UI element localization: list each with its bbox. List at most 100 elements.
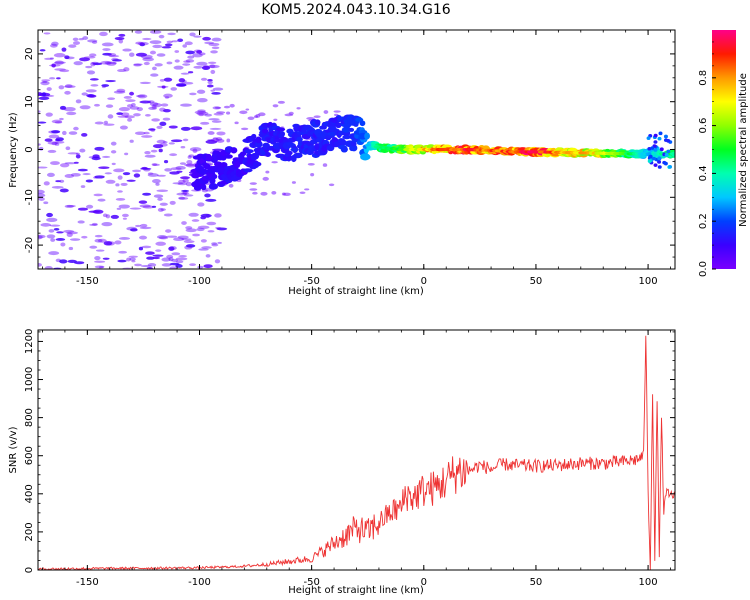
noise-speckle bbox=[152, 144, 164, 149]
noise-speckle bbox=[171, 252, 181, 256]
spectral-blob bbox=[340, 146, 348, 153]
noise-speckle bbox=[38, 235, 43, 240]
noise-speckle bbox=[126, 226, 138, 231]
spectral-blob bbox=[657, 165, 662, 169]
colorbar-tick-label: 0.0 bbox=[698, 261, 709, 277]
noise-speckle bbox=[54, 61, 66, 64]
noise-speckle bbox=[160, 208, 166, 211]
noise-speckle bbox=[159, 143, 168, 147]
spectral-blob bbox=[364, 132, 371, 140]
noise-speckle bbox=[137, 41, 149, 46]
noise-speckle bbox=[123, 96, 132, 99]
noise-speckle bbox=[101, 84, 110, 87]
noise-speckle bbox=[65, 146, 71, 151]
noise-speckle bbox=[85, 65, 93, 69]
noise-speckle bbox=[145, 251, 155, 255]
noise-speckle bbox=[78, 37, 84, 41]
noise-speckle bbox=[210, 69, 216, 74]
noise-speckle bbox=[123, 67, 130, 72]
noise-speckle bbox=[141, 135, 153, 138]
noise-speckle bbox=[152, 178, 161, 184]
noise-speckle bbox=[174, 50, 180, 53]
spectral-blob bbox=[650, 146, 655, 150]
noise-speckle bbox=[140, 167, 152, 170]
noise-speckle bbox=[175, 257, 188, 261]
noise-speckle bbox=[44, 57, 54, 60]
spectral-blob bbox=[341, 126, 351, 133]
noise-speckle bbox=[48, 134, 60, 139]
noise-speckle bbox=[44, 138, 53, 142]
noise-speckle bbox=[147, 172, 154, 175]
noise-speckle bbox=[94, 260, 106, 263]
noise-speckle bbox=[185, 163, 198, 168]
noise-speckle bbox=[105, 214, 110, 219]
noise-speckle bbox=[73, 161, 79, 164]
noise-speckle bbox=[38, 197, 45, 201]
noise-speckle bbox=[323, 110, 329, 114]
noise-speckle bbox=[184, 41, 193, 46]
noise-speckle bbox=[155, 182, 160, 186]
snr-line bbox=[38, 335, 675, 570]
noise-speckle bbox=[86, 94, 95, 98]
noise-speckle bbox=[118, 33, 126, 37]
noise-speckle bbox=[180, 72, 190, 75]
noise-speckle bbox=[192, 148, 198, 153]
noise-speckle bbox=[122, 217, 127, 220]
noise-speckle bbox=[112, 59, 122, 62]
noise-speckle bbox=[179, 162, 186, 165]
noise-speckle bbox=[68, 131, 78, 135]
noise-speckle bbox=[234, 121, 239, 125]
noise-speckle bbox=[239, 110, 248, 115]
noise-speckle bbox=[152, 254, 164, 257]
noise-speckle bbox=[49, 57, 54, 60]
noise-speckle bbox=[159, 107, 166, 112]
noise-speckle bbox=[313, 115, 321, 118]
noise-speckle bbox=[110, 214, 119, 219]
noise-speckle bbox=[119, 125, 128, 130]
noise-speckle bbox=[85, 89, 97, 93]
noise-speckle bbox=[79, 148, 86, 153]
spectral-blob bbox=[653, 140, 658, 144]
noise-speckle bbox=[129, 106, 140, 110]
x-tick-label: -150 bbox=[76, 276, 99, 287]
noise-speckle bbox=[110, 150, 117, 154]
noise-speckle bbox=[89, 245, 98, 249]
noise-speckle bbox=[131, 103, 136, 107]
noise-speckle bbox=[178, 179, 186, 184]
noise-speckle bbox=[173, 65, 184, 70]
spectral-blob bbox=[350, 141, 357, 147]
colorbar-label: Normalized spectral amplitude bbox=[738, 73, 749, 227]
noise-speckle bbox=[211, 120, 222, 123]
noise-speckle bbox=[126, 257, 131, 262]
noise-speckle bbox=[53, 53, 66, 58]
noise-speckle bbox=[223, 105, 231, 109]
noise-speckle bbox=[142, 57, 155, 62]
noise-speckle bbox=[81, 132, 88, 137]
noise-speckle bbox=[64, 162, 76, 165]
noise-speckle bbox=[62, 130, 67, 136]
noise-speckle bbox=[168, 125, 178, 129]
noise-speckle bbox=[192, 53, 203, 58]
noise-speckle bbox=[139, 42, 146, 47]
noise-speckle bbox=[129, 139, 134, 143]
noise-speckle bbox=[188, 212, 199, 217]
noise-speckle bbox=[66, 231, 79, 235]
noise-speckle bbox=[141, 54, 153, 59]
spectral-blob bbox=[250, 154, 258, 161]
noise-speckle bbox=[158, 236, 169, 240]
spectral-blob bbox=[648, 154, 653, 159]
figure-title: KOM5.2024.043.10.34.G16 bbox=[261, 2, 450, 18]
noise-speckle bbox=[216, 227, 228, 231]
colorbar-tick-label: 0.8 bbox=[698, 70, 709, 86]
noise-speckle bbox=[89, 78, 99, 81]
noise-speckle bbox=[50, 161, 60, 166]
noise-speckle bbox=[102, 257, 110, 260]
noise-speckle bbox=[67, 152, 79, 155]
noise-speckle bbox=[122, 172, 131, 176]
noise-speckle bbox=[41, 92, 47, 97]
noise-speckle bbox=[147, 173, 159, 177]
noise-speckle bbox=[151, 105, 157, 110]
noise-speckle bbox=[156, 235, 168, 239]
